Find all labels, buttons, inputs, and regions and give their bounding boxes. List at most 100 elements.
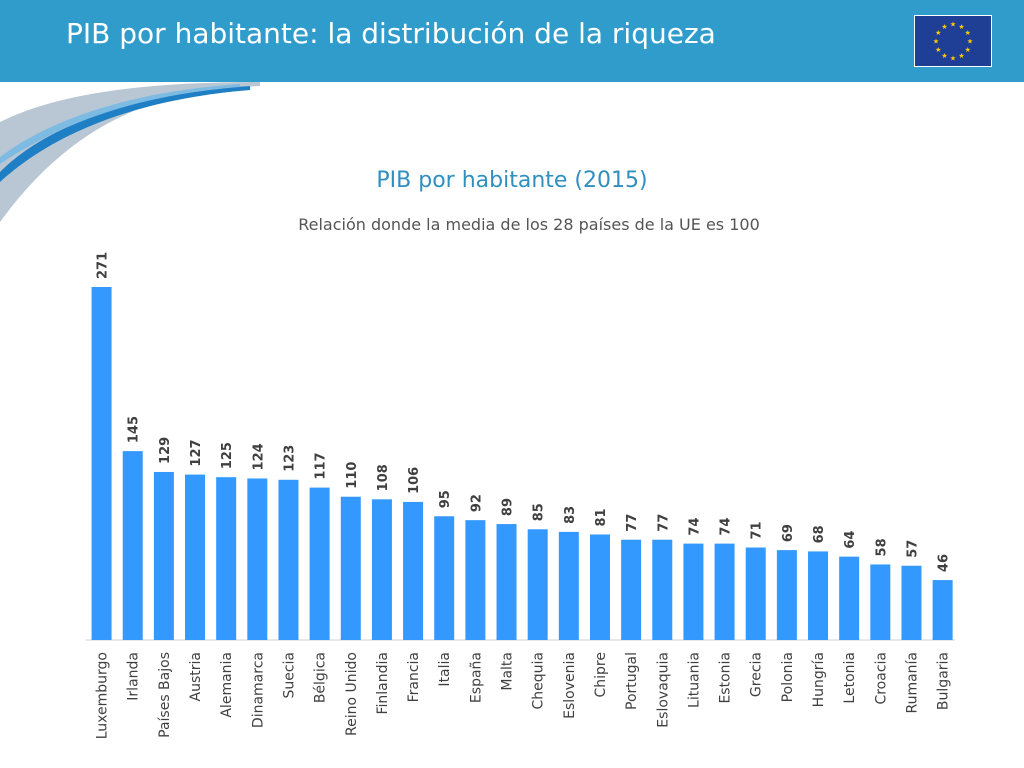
data-label-13: 89: [501, 498, 516, 516]
category-label-17: Portugal: [624, 652, 640, 710]
chart-subtitle: Relación donde la media de los 28 países…: [298, 215, 760, 234]
data-label-9: 108: [376, 464, 391, 491]
category-label-3: Austria: [188, 652, 204, 701]
bar-10: [403, 501, 424, 640]
category-label-22: Polonia: [780, 652, 796, 702]
category-label-12: España: [468, 652, 484, 703]
bar-3: [185, 474, 206, 640]
data-label-5: 124: [251, 443, 266, 470]
bar-27: [932, 580, 953, 640]
category-label-24: Letonia: [842, 652, 858, 704]
data-label-0: 271: [96, 252, 111, 279]
bar-14: [527, 529, 548, 640]
flag-star: ★: [935, 46, 941, 54]
flag-star: ★: [935, 29, 941, 37]
category-label-4: Alemania: [219, 652, 235, 718]
category-label-1: Irlanda: [126, 652, 142, 701]
bar-12: [465, 520, 486, 640]
flag-star: ★: [967, 38, 973, 46]
data-label-21: 71: [750, 521, 765, 539]
bar-8: [340, 496, 361, 640]
data-label-16: 81: [594, 508, 609, 526]
bar-16: [589, 534, 610, 640]
flag-star: ★: [950, 21, 956, 29]
data-label-25: 58: [874, 538, 889, 556]
category-label-14: Chequia: [531, 652, 547, 710]
data-label-2: 129: [158, 437, 173, 464]
decorative-swoosh: [0, 82, 260, 222]
bar-26: [901, 565, 922, 640]
category-label-2: Países Bajos: [157, 652, 173, 738]
category-label-16: Chipre: [593, 652, 609, 698]
category-label-26: Rumanía: [904, 652, 920, 714]
data-label-20: 74: [719, 518, 734, 536]
category-label-19: Lituania: [686, 652, 702, 708]
data-label-18: 77: [656, 514, 671, 532]
data-label-10: 106: [407, 467, 422, 494]
bar-6: [278, 479, 299, 640]
flag-star: ★: [958, 23, 964, 31]
category-label-8: Reino Unido: [344, 652, 360, 736]
category-label-15: Eslovenia: [562, 652, 578, 719]
category-label-11: Italia: [437, 652, 453, 687]
data-label-15: 83: [563, 506, 578, 524]
bar-9: [371, 499, 392, 640]
flag-star: ★: [950, 55, 956, 63]
bar-18: [652, 539, 673, 640]
data-label-8: 110: [345, 462, 360, 489]
flag-star: ★: [941, 23, 947, 31]
eu-flag-icon: ★ ★ ★ ★ ★ ★ ★ ★ ★ ★ ★ ★: [914, 15, 992, 67]
bar-0: [91, 287, 112, 640]
category-label-0: Luxemburgo: [95, 652, 111, 739]
data-label-22: 69: [781, 524, 796, 542]
bar-17: [621, 539, 642, 640]
data-label-14: 85: [532, 503, 547, 521]
data-label-6: 123: [282, 445, 297, 472]
page-title: PIB por habitante: la distribución de la…: [66, 17, 716, 50]
bar-19: [683, 543, 704, 640]
bar-22: [776, 550, 797, 640]
bar-13: [496, 524, 517, 640]
bar-25: [870, 564, 891, 640]
data-label-23: 68: [812, 525, 827, 543]
category-label-9: Finlandia: [375, 652, 391, 715]
flag-star: ★: [933, 38, 939, 46]
bar-7: [309, 487, 330, 640]
bar-23: [808, 551, 829, 640]
data-label-1: 145: [127, 416, 142, 443]
category-label-7: Bélgica: [313, 652, 329, 703]
bar-15: [558, 531, 579, 640]
header-bar: PIB por habitante: la distribución de la…: [0, 0, 1024, 82]
category-label-25: Croacia: [873, 652, 889, 705]
category-label-10: Francia: [406, 652, 422, 702]
data-label-11: 95: [438, 490, 453, 508]
data-label-24: 64: [843, 531, 858, 549]
category-label-21: Grecia: [749, 652, 765, 697]
flag-star: ★: [941, 52, 947, 60]
category-label-18: Eslovaquia: [655, 652, 671, 728]
bar-20: [714, 543, 735, 640]
flag-star: ★: [965, 29, 971, 37]
data-label-7: 117: [314, 452, 329, 479]
bar-2: [153, 471, 174, 640]
category-label-13: Malta: [500, 652, 516, 691]
category-label-27: Bulgaria: [936, 652, 952, 710]
bar-21: [745, 547, 766, 640]
category-label-20: Estonia: [718, 652, 734, 704]
category-label-23: Hungría: [811, 652, 827, 707]
flag-star: ★: [965, 46, 971, 54]
category-label-5: Dinamarca: [250, 652, 266, 728]
flag-star: ★: [958, 52, 964, 60]
bar-4: [216, 477, 237, 640]
data-label-17: 77: [625, 514, 640, 532]
data-label-26: 57: [905, 540, 920, 558]
data-label-3: 127: [189, 439, 204, 466]
chart-title: PIB por habitante (2015): [376, 168, 648, 193]
bar-11: [434, 516, 455, 640]
category-label-6: Suecia: [281, 652, 297, 699]
data-label-19: 74: [687, 518, 702, 536]
data-label-12: 92: [469, 494, 484, 512]
bar-5: [247, 478, 268, 640]
data-label-4: 125: [220, 442, 235, 469]
